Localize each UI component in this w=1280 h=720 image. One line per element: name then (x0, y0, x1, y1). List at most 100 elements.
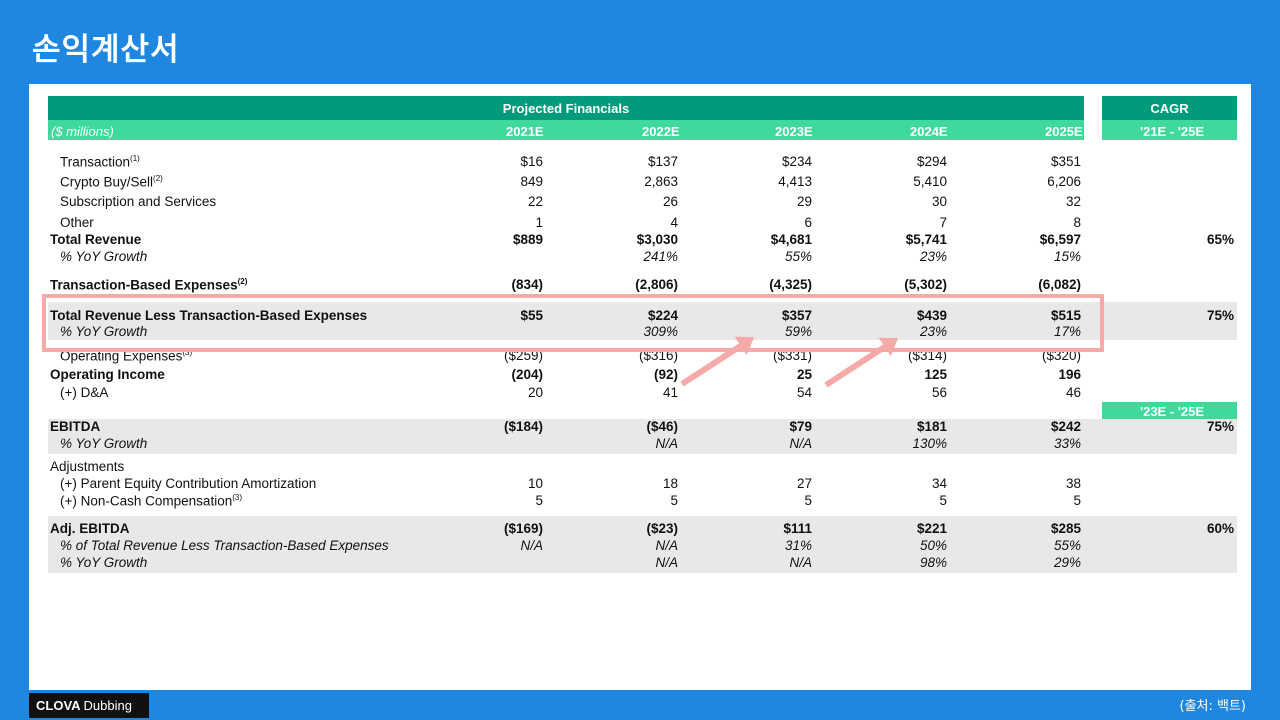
row-net-revenue: Total Revenue Less Transaction-Based Exp… (48, 308, 1238, 326)
cell: $221 (916, 521, 947, 536)
year-2024: 2024E (910, 124, 948, 139)
cell: 29% (1053, 555, 1081, 570)
cell: 29 (796, 194, 812, 209)
cell: $79 (789, 419, 812, 434)
cell: 55% (784, 249, 812, 264)
cell: (2,806) (635, 277, 678, 292)
cagr-cell: 75% (1206, 308, 1234, 323)
cell: ($169) (503, 521, 543, 536)
cell: $6,597 (1039, 232, 1081, 247)
cell: 22 (527, 194, 543, 209)
cell: (6,082) (1038, 277, 1081, 292)
cell: 4,413 (778, 174, 812, 189)
cell: 23% (919, 324, 947, 339)
cell: 20 (527, 385, 543, 400)
cell: $111 (783, 521, 812, 536)
cell: 125 (924, 367, 947, 382)
cell: 241% (643, 249, 678, 264)
band-ebitda (48, 419, 1237, 454)
row-total-revenue: Total Revenue $889 $3,030 $4,681 $5,741 … (48, 232, 1238, 250)
cell: 15% (1053, 249, 1081, 264)
row-ebitda-yoy: % YoY Growth N/A N/A 130% 33% (48, 436, 1238, 454)
year-2025: 2025E (1045, 124, 1083, 139)
year-2022: 2022E (642, 124, 680, 139)
cell: $55 (520, 308, 543, 323)
cell: 41 (662, 385, 678, 400)
cell: N/A (655, 555, 678, 570)
row-label: Subscription and Services (60, 194, 217, 209)
cell: ($46) (646, 419, 678, 434)
row-parent-equity: (+) Parent Equity Contribution Amortizat… (48, 476, 1238, 494)
cell: N/A (789, 555, 812, 570)
year-subheader: ($ millions) 2021E 2022E 2023E 2024E 202… (48, 120, 1084, 140)
cell: $16 (520, 154, 543, 169)
cell: 25 (796, 367, 812, 382)
row-label: Transaction(1) (60, 154, 140, 170)
cell: 6 (804, 215, 812, 230)
row-label: (+) D&A (60, 385, 109, 400)
row-crypto: Crypto Buy/Sell(2) 849 2,863 4,413 5,410… (48, 174, 1238, 192)
cell: N/A (520, 538, 543, 553)
source-note: (출처: 백트) (1179, 699, 1247, 714)
cagr-header: CAGR (1102, 96, 1237, 120)
row-label: % of Total Revenue Less Transaction-Base… (60, 538, 389, 553)
cell: (834) (511, 277, 543, 292)
row-adjustments: Adjustments (48, 459, 1238, 477)
cell: 5,410 (913, 174, 947, 189)
row-transaction: Transaction(1) $16 $137 $234 $294 $351 (48, 154, 1238, 172)
cell: 2,863 (644, 174, 678, 189)
row-label: Total Revenue (50, 232, 142, 247)
cell: 6,206 (1047, 174, 1081, 189)
row-label: (+) Non-Cash Compensation(3) (60, 493, 242, 509)
cell: 849 (520, 174, 543, 189)
row-label: % YoY Growth (60, 249, 148, 264)
cagr-label: CAGR (1150, 100, 1189, 116)
cell: 54 (796, 385, 812, 400)
cell: 31% (784, 538, 812, 553)
cell: 130% (912, 436, 947, 451)
cell: N/A (789, 436, 812, 451)
row-label: Adj. EBITDA (50, 521, 130, 536)
cell: 5 (670, 493, 678, 508)
cell: 56 (931, 385, 947, 400)
row-noncash: (+) Non-Cash Compensation(3) 5 5 5 5 5 (48, 493, 1238, 511)
cagr-cell: 75% (1206, 419, 1234, 434)
cell: 5 (804, 493, 812, 508)
cell: ($184) (503, 419, 543, 434)
cell: 26 (662, 194, 678, 209)
cell: 17% (1053, 324, 1081, 339)
projected-financials-label: Projected Financials (502, 100, 630, 116)
row-other: Other 1 4 6 7 8 (48, 215, 1238, 233)
cell: (204) (511, 367, 543, 382)
cell: (4,325) (769, 277, 812, 292)
row-label: % YoY Growth (60, 324, 148, 339)
cell: (5,302) (904, 277, 947, 292)
cell: 5 (939, 493, 947, 508)
cell: 98% (919, 555, 947, 570)
cell: 1 (535, 215, 543, 230)
cell: $357 (781, 308, 812, 323)
cagr-range-2: '23E - '25E (1102, 402, 1237, 419)
cell: $889 (512, 232, 543, 247)
row-label: (+) Parent Equity Contribution Amortizat… (60, 476, 317, 491)
row-operating-income: Operating Income (204) (92) 25 125 196 (48, 367, 1238, 385)
cell: 59% (784, 324, 812, 339)
projected-financials-header: Projected Financials (48, 96, 1084, 120)
cell: 55% (1053, 538, 1081, 553)
row-tbe: Transaction-Based Expenses(2) (834) (2,8… (48, 277, 1238, 295)
row-label: Operating Income (50, 367, 165, 382)
cell: 30 (931, 194, 947, 209)
cell: (92) (653, 367, 678, 382)
band-adj-ebitda (48, 516, 1237, 573)
financials-panel (29, 84, 1251, 690)
cell: 46 (1065, 385, 1081, 400)
cell: N/A (655, 538, 678, 553)
cell: 7 (939, 215, 947, 230)
cagr-range-1: '21E - '25E (1102, 120, 1237, 140)
cell: 5 (1073, 493, 1081, 508)
row-label: Total Revenue Less Transaction-Based Exp… (50, 308, 368, 323)
cell: 4 (670, 215, 678, 230)
cell: 8 (1073, 215, 1081, 230)
cell: 23% (919, 249, 947, 264)
cell: $234 (781, 154, 812, 169)
